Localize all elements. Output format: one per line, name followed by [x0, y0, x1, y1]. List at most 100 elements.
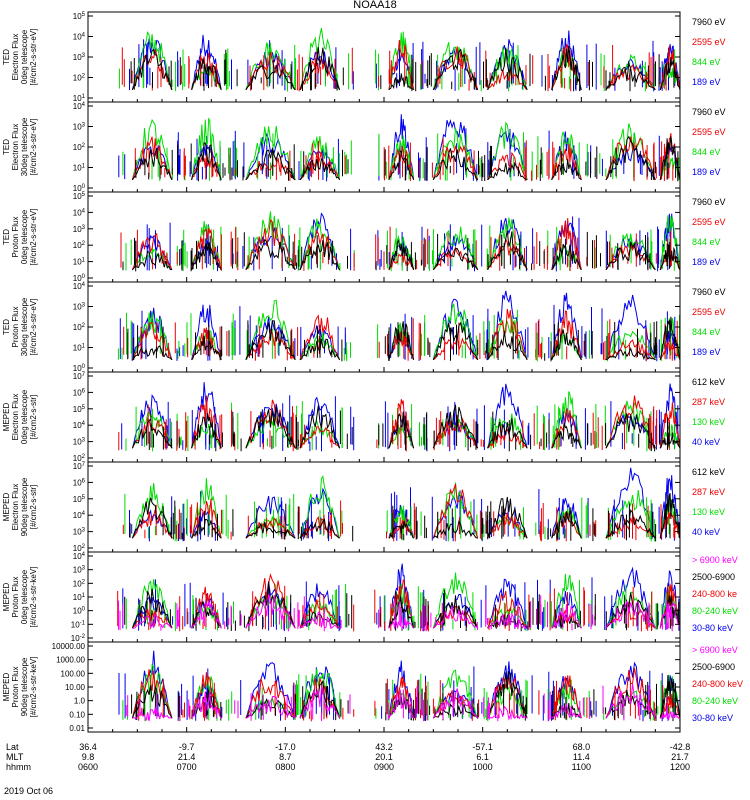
- panel-frame: [87, 641, 681, 733]
- y-tick-label: 103: [73, 53, 86, 62]
- y-tick-label: 100: [73, 607, 86, 616]
- legend-entry-black: 7960 eV: [692, 17, 726, 27]
- y-axis-label-line: MEPED: [2, 493, 11, 522]
- legend-entry-red: 2595 eV: [692, 37, 726, 47]
- y-axis-label-line: MEPED: [2, 403, 11, 432]
- y-tick-label: 104: [73, 511, 86, 520]
- orbit-row-value: 11.4: [573, 752, 590, 762]
- y-tick-label: 101: [73, 593, 86, 602]
- y-tick-label: 107: [73, 462, 86, 471]
- y-tick-label: 105: [73, 192, 86, 201]
- y-axis-label: MEPED Electron Flux 90deg telescope [#/cm2-…: [2, 477, 38, 536]
- orbit-row-value: 68.0: [573, 742, 591, 752]
- y-axis-label-line: 90deg telescope: [20, 657, 29, 716]
- series-ted-electron-0deg-black: [130, 45, 681, 92]
- panel-meped-electron-0deg: 102 103 104 105 106 107 MEPED Electron Flux 0deg…: [2, 371, 725, 463]
- series-meped-proton-90deg-red: [131, 667, 681, 722]
- y-tick-label: 107: [73, 372, 86, 381]
- legend-meped-proton-0deg: > 6900 keV 2500-6900 240-800 ke 80-240 keV 3…: [692, 555, 738, 633]
- orbit-row-value: 21.4: [178, 752, 196, 762]
- series-ted-electron-30deg-black: [131, 135, 681, 182]
- panel-meped-proton-0deg: 10-2 10-1 100 101 102 103 104 MEPED Proton Flux 0…: [2, 551, 738, 643]
- series-group-meped-electron-90deg: [122, 467, 681, 542]
- legend-meped-proton-90deg: > 6900 keV 2500-6900 240-800 keV 80-240 keV…: [692, 645, 743, 723]
- y-tick-label: 1.0: [74, 697, 86, 706]
- y-tick-label: 100: [73, 274, 86, 283]
- legend-entry-blue: 30-80 keV: [692, 713, 733, 723]
- y-axis-label-line: Proton Flux: [11, 667, 20, 708]
- legend-meped-electron-90deg: 612 keV 287 keV 130 keV 40 keV: [692, 467, 725, 537]
- y-axis-label-line: Electron Flux: [11, 484, 20, 531]
- legend-entry-red: 2595 eV: [692, 307, 726, 317]
- y-tick-label: 10-2: [71, 634, 86, 643]
- y-axis-label: TED Electron Flux 30deg telescope [#/cm2-s-…: [2, 117, 38, 176]
- y-tick-label: 101: [73, 164, 86, 173]
- y-tick-label: 105: [73, 12, 86, 21]
- series-meped-proton-90deg-magenta: [125, 683, 681, 722]
- orbit-row-value: -9.7: [179, 742, 195, 752]
- y-tick-label: 101: [73, 344, 86, 353]
- legend-entry-blue: 189 eV: [692, 257, 721, 267]
- orbit-row-value: 6.1: [476, 752, 489, 762]
- orbit-row-value: 8.7: [279, 752, 292, 762]
- y-tick-label: 103: [73, 528, 86, 537]
- y-tick-label: 106: [73, 478, 86, 487]
- legend-entry-red: 2595 eV: [692, 127, 726, 137]
- y-axis-label-line: TED: [2, 49, 11, 65]
- legend-entry-green: 844 eV: [692, 57, 721, 67]
- y-tick-label: 103: [73, 303, 86, 312]
- y-axis-label: MEPED Proton Flux 0deg telescope [#/cm2-s-s…: [2, 567, 38, 628]
- legend-entry-red: 240-800 ke: [692, 589, 737, 599]
- orbit-row-value: 0600: [78, 762, 98, 772]
- y-tick-label: 104: [73, 421, 86, 430]
- legend-entry-green: 80-240 keV: [692, 696, 738, 706]
- legend-entry-blue: 189 eV: [692, 167, 721, 177]
- legend-entry-green: 844 eV: [692, 237, 721, 247]
- y-tick-label: 100: [73, 184, 86, 193]
- orbit-row-value: 1000: [473, 762, 493, 772]
- legend-entry-green: 130 keV: [692, 417, 725, 427]
- legend-entry-green: 844 eV: [692, 147, 721, 157]
- y-tick-label: 101: [73, 258, 86, 267]
- legend-entry-red: 287 keV: [692, 397, 725, 407]
- series-group-ted-proton-0deg: [120, 211, 681, 272]
- y-axis-label-line: 30deg telescope: [20, 117, 29, 176]
- date-label: 2019 Oct 06: [4, 786, 54, 796]
- y-tick-label: 0.10: [69, 710, 85, 719]
- y-tick-label: 100: [73, 364, 86, 373]
- y-axis-label-line: TED: [2, 139, 11, 155]
- legend-entry-black: 2500-6900: [692, 662, 735, 672]
- legend-ted-electron-30deg: 7960 eV 2595 eV 844 eV 189 eV: [692, 107, 726, 177]
- orbit-row-value: 9.8: [82, 752, 95, 762]
- series-ted-proton-30deg-red: [123, 308, 681, 362]
- y-axis-label: TED Electron Flux 0deg telescope [#/cm2-s-s…: [2, 29, 38, 86]
- panel-ted-proton-30deg: 100 101 102 103 104 TED Proton Flux 30deg teles…: [2, 281, 726, 373]
- y-axis-label-line: MEPED: [2, 583, 11, 612]
- y-tick-label: 103: [73, 438, 86, 447]
- orbit-row-value: -17.0: [275, 742, 296, 752]
- orbit-row-label: MLT: [6, 752, 24, 762]
- y-axis-label-line: 0deg telescope: [20, 569, 29, 624]
- orbit-row-label: hhmm: [6, 762, 31, 772]
- legend-meped-electron-0deg: 612 keV 287 keV 130 keV 40 keV: [692, 377, 725, 447]
- y-axis-label-line: 0deg telescope: [20, 389, 29, 444]
- series-group-meped-electron-0deg: [118, 382, 681, 452]
- orbit-row-value: -57.1: [472, 742, 493, 752]
- y-axis-label: MEPED Electron Flux 0deg telescope [#/cm2-s…: [2, 389, 38, 444]
- y-tick-label: 102: [73, 74, 86, 83]
- y-axis-label-line: [#/cm2-s-str]: [29, 395, 38, 439]
- legend-entry-black: 7960 eV: [692, 107, 726, 117]
- y-tick-label: 104: [73, 282, 86, 291]
- y-axis-label-line: 30deg telescope: [20, 297, 29, 356]
- y-tick-label: 106: [73, 388, 86, 397]
- y-axis-label-line: 0deg telescope: [20, 209, 29, 264]
- series-ted-proton-0deg-black: [122, 230, 681, 272]
- series-ted-electron-30deg-red: [131, 133, 681, 182]
- orbit-row-value: 0700: [177, 762, 197, 772]
- y-axis-label-line: Electron Flux: [11, 124, 20, 171]
- legend-entry-blue: 189 eV: [692, 77, 721, 87]
- y-tick-label: 10.00: [65, 683, 86, 692]
- y-axis-label-line: [#/cm2-s-str-eV]: [29, 209, 38, 266]
- y-axis-label-line: Electron Flux: [11, 394, 20, 441]
